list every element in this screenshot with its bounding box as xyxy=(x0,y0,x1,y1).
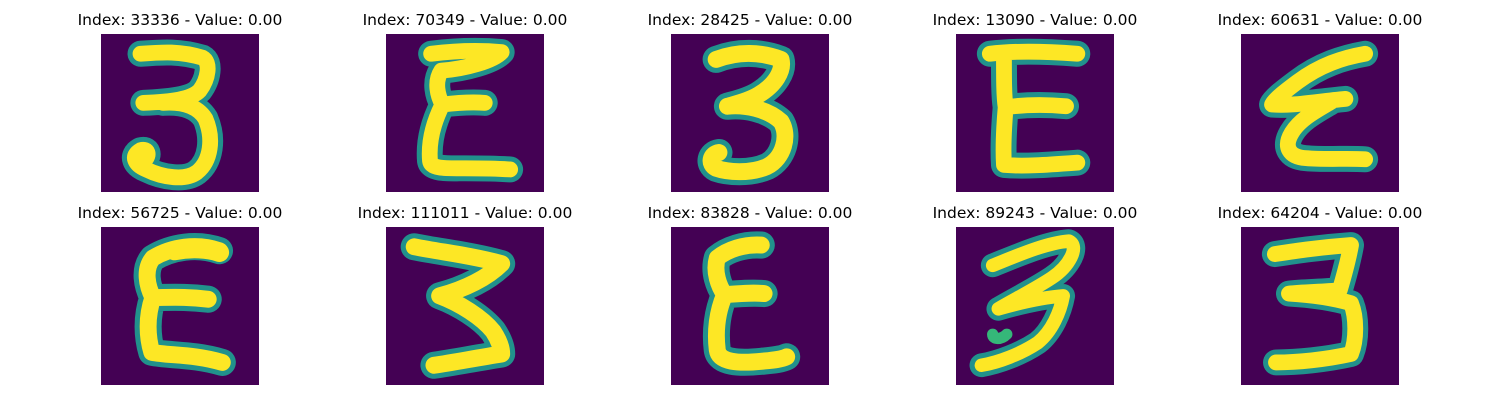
digit-image xyxy=(386,34,544,192)
glyph-core xyxy=(707,236,796,371)
glyph-core xyxy=(974,234,1081,373)
glyph-core xyxy=(1264,45,1374,168)
digit-image xyxy=(101,227,259,385)
handwritten-glyph-drawing xyxy=(697,39,799,186)
panel-10: Index: 64204 - Value: 0.00 xyxy=(1170,193,1470,386)
panel-title: Index: 60631 - Value: 0.00 xyxy=(1217,11,1423,29)
panel-3: Index: 28425 - Value: 0.00 xyxy=(600,0,900,193)
handwritten-glyph-drawing xyxy=(976,38,1091,179)
handwritten-glyph-drawing xyxy=(969,229,1086,378)
glyph-core xyxy=(702,45,794,181)
digit-image xyxy=(671,34,829,192)
digit-image xyxy=(1241,227,1399,385)
digit-image xyxy=(671,227,829,385)
panel-4: Index: 13090 - Value: 0.00 xyxy=(885,0,1185,193)
panel-title: Index: 70349 - Value: 0.00 xyxy=(362,11,568,29)
handwritten-glyph-drawing xyxy=(1261,232,1369,376)
panel-title: Index: 28425 - Value: 0.00 xyxy=(647,11,853,29)
panel-8: Index: 83828 - Value: 0.00 xyxy=(600,193,900,386)
panel-2: Index: 70349 - Value: 0.00 xyxy=(315,0,615,193)
handwritten-glyph-drawing xyxy=(1259,40,1379,173)
glyph-edge xyxy=(987,328,1013,345)
handwritten-glyph-drawing xyxy=(400,233,516,379)
glyph-core xyxy=(164,239,230,262)
handwritten-glyph-drawing xyxy=(702,231,801,376)
panel-title: Index: 64204 - Value: 0.00 xyxy=(1217,204,1423,222)
panel-title: Index: 111011 - Value: 0.00 xyxy=(357,204,573,222)
panel-6: Index: 56725 - Value: 0.00 xyxy=(30,193,330,386)
glyph-core xyxy=(1266,237,1364,371)
panel-title: Index: 33336 - Value: 0.00 xyxy=(77,11,283,29)
panel-5: Index: 60631 - Value: 0.00 xyxy=(1170,0,1470,193)
handwritten-glyph-drawing xyxy=(416,37,524,183)
panel-7: Index: 111011 - Value: 0.00 xyxy=(315,193,615,386)
glyph-core xyxy=(421,42,519,178)
digit-image xyxy=(101,34,259,192)
panel-1: Index: 33336 - Value: 0.00 xyxy=(30,0,330,193)
panel-9: Index: 89243 - Value: 0.00 xyxy=(885,193,1185,386)
panel-title: Index: 56725 - Value: 0.00 xyxy=(77,204,283,222)
handwritten-glyph-drawing xyxy=(122,39,224,191)
handwritten-glyph-drawing xyxy=(133,233,236,376)
panel-title: Index: 83828 - Value: 0.00 xyxy=(647,204,853,222)
glyph-core xyxy=(405,238,511,374)
digit-image xyxy=(956,34,1114,192)
panel-title: Index: 13090 - Value: 0.00 xyxy=(932,11,1138,29)
digit-image xyxy=(956,227,1114,385)
digit-image xyxy=(386,227,544,385)
panel-title: Index: 89243 - Value: 0.00 xyxy=(932,204,1138,222)
glyph-core xyxy=(981,43,1086,174)
digit-image xyxy=(1241,34,1399,192)
glyph-core xyxy=(127,44,219,186)
